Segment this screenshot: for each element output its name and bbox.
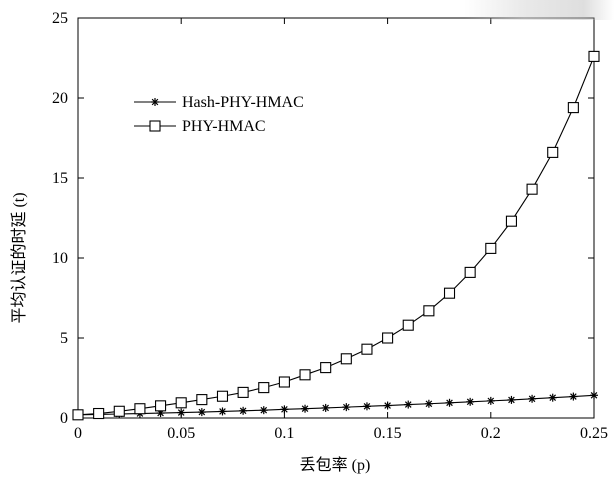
square-marker <box>485 242 497 254</box>
y-tick-label: 0 <box>60 410 68 427</box>
square-marker <box>382 332 394 344</box>
square-marker <box>526 183 538 195</box>
y-tick-label: 20 <box>52 90 68 107</box>
star-marker <box>466 397 475 406</box>
y-tick-label: 5 <box>60 330 68 347</box>
x-tick-label: 0.15 <box>374 425 402 442</box>
star-marker <box>590 391 598 400</box>
square-marker <box>237 386 249 398</box>
y-tick-label: 15 <box>52 170 68 187</box>
square-marker <box>299 369 311 381</box>
x-tick-label: 0.05 <box>167 425 195 442</box>
axes: 0 0.05 0.1 0.15 0.2 0.25 0 5 10 15 20 25 <box>52 10 608 442</box>
square-marker <box>196 394 208 406</box>
square-marker <box>423 305 435 317</box>
square-marker <box>278 376 290 388</box>
square-marker <box>567 102 579 114</box>
star-marker <box>259 406 268 415</box>
corner-smudge <box>464 0 614 20</box>
series-lines <box>72 50 600 421</box>
star-marker <box>197 408 206 417</box>
star-marker <box>486 396 495 405</box>
square-marker <box>588 50 600 62</box>
star-marker <box>528 394 537 403</box>
square-marker <box>216 390 229 402</box>
x-tick-label: 0.2 <box>481 425 501 442</box>
square-marker <box>113 405 125 417</box>
star-marker <box>362 402 371 411</box>
star-marker <box>507 395 516 404</box>
star-marker <box>445 398 454 407</box>
x-tick-label: 0.25 <box>580 425 608 442</box>
x-tick-label: 0 <box>74 425 82 442</box>
legend-label: Hash-PHY-HMAC <box>182 94 304 111</box>
square-marker <box>175 397 187 409</box>
legend-item: Hash-PHY-HMAC <box>134 94 304 111</box>
square-marker <box>505 215 517 227</box>
y-axis-label: 平均认证的时延 (t) <box>10 192 28 323</box>
series-line <box>77 56 595 416</box>
legend-label: PHY-HMAC <box>182 118 266 135</box>
star-marker <box>239 406 248 415</box>
series-phy-hmac <box>72 50 600 421</box>
star-marker <box>301 404 310 413</box>
star-marker <box>548 393 557 402</box>
series-hash-phy-hmac <box>74 391 598 419</box>
square-marker <box>402 319 414 331</box>
legend: Hash-PHY-HMAC PHY-HMAC <box>134 94 304 135</box>
star-marker <box>424 399 433 408</box>
star-marker <box>404 400 413 409</box>
square-marker <box>320 362 332 374</box>
star-marker <box>321 403 330 412</box>
x-axis-label: 丢包率 (p) <box>300 456 371 474</box>
y-tick-label: 10 <box>52 250 68 267</box>
square-marker <box>149 120 161 132</box>
star-marker <box>383 401 392 410</box>
star-marker <box>569 392 578 401</box>
star-marker <box>151 98 159 106</box>
square-marker <box>443 287 456 299</box>
square-marker <box>93 407 105 420</box>
square-marker <box>340 353 352 365</box>
square-marker <box>155 400 167 412</box>
y-tick-label: 25 <box>52 10 68 27</box>
square-marker <box>464 266 476 278</box>
plot-frame <box>77 17 595 419</box>
square-marker <box>134 403 146 415</box>
square-marker <box>72 409 84 421</box>
square-marker <box>547 146 559 158</box>
x-tick-label: 0.1 <box>274 425 294 442</box>
square-marker <box>258 382 270 394</box>
star-marker <box>342 403 351 412</box>
star-marker <box>218 407 227 416</box>
star-marker <box>177 408 186 417</box>
square-marker <box>361 343 373 355</box>
legend-item: PHY-HMAC <box>134 118 266 135</box>
star-marker <box>280 405 289 414</box>
